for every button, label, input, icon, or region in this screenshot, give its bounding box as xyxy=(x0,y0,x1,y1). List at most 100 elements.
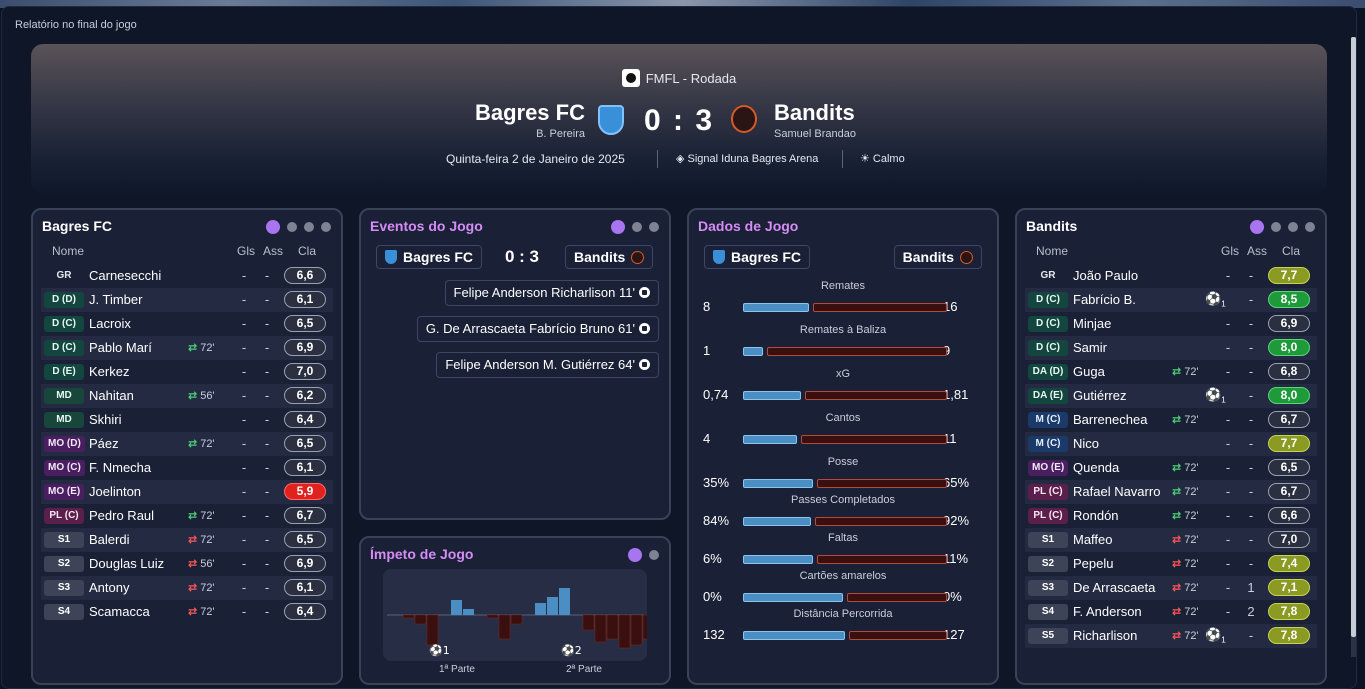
rating-badge[interactable]: 6,8 xyxy=(1268,363,1310,380)
player-row[interactable]: D (C) Pablo Marí ⇄ 72' - -6,9 xyxy=(41,336,333,360)
pager-dot[interactable] xyxy=(1250,220,1264,234)
player-name[interactable]: Barrenechea xyxy=(1073,412,1148,427)
player-row[interactable]: DA (E) Gutiérrez ⚽1 -8,0 xyxy=(1025,384,1317,408)
player-row[interactable]: MD Skhiri - -6,4 xyxy=(41,408,333,432)
home-team-name[interactable]: Bagres FC xyxy=(474,100,585,125)
pager-dot[interactable] xyxy=(1288,222,1298,232)
player-name[interactable]: Quenda xyxy=(1073,460,1120,475)
player-name[interactable]: Minjae xyxy=(1073,316,1112,331)
rating-badge[interactable]: 8,5 xyxy=(1268,291,1310,308)
rating-badge[interactable]: 7,8 xyxy=(1268,603,1310,620)
rating-badge[interactable]: 7,4 xyxy=(1268,555,1310,572)
stats-home-team[interactable]: Bagres FC xyxy=(704,245,811,269)
rating-badge[interactable]: 6,5 xyxy=(284,315,326,332)
away-coach[interactable]: Samuel Brandao xyxy=(774,128,856,140)
player-row[interactable]: MO (E) Joelinton - -5,9 xyxy=(41,480,333,504)
player-name[interactable]: F. Nmecha xyxy=(89,460,152,475)
rating-badge[interactable]: 6,6 xyxy=(1268,507,1310,524)
player-row[interactable]: GR Carnesecchi - -6,6 xyxy=(41,264,333,288)
events-away-team[interactable]: Bandits xyxy=(565,245,654,269)
rating-badge[interactable]: 6,5 xyxy=(284,531,326,548)
panel-pager[interactable] xyxy=(266,220,331,234)
stats-away-team[interactable]: Bandits xyxy=(893,245,982,269)
home-coach[interactable]: B. Pereira xyxy=(536,128,585,140)
pager-dot[interactable] xyxy=(266,220,280,234)
player-name[interactable]: Maffeo xyxy=(1073,532,1113,547)
player-name[interactable]: Páez xyxy=(89,436,119,451)
rating-badge[interactable]: 7,8 xyxy=(1268,627,1310,644)
player-row[interactable]: D (C) Fabrício B. ⚽1 -8,5 xyxy=(1025,288,1317,312)
player-name[interactable]: Skhiri xyxy=(89,412,122,427)
panel-pager[interactable] xyxy=(628,548,659,562)
header-name[interactable]: Nome xyxy=(1036,244,1069,258)
rating-badge[interactable]: 6,6 xyxy=(284,267,326,284)
player-row[interactable]: D (C) Samir - -8,0 xyxy=(1025,336,1317,360)
pager-dot[interactable] xyxy=(1271,222,1281,232)
rating-badge[interactable]: 6,9 xyxy=(284,339,326,356)
rating-badge[interactable]: 6,7 xyxy=(284,507,326,524)
pager-dot[interactable] xyxy=(304,222,314,232)
rating-badge[interactable]: 6,9 xyxy=(1268,315,1310,332)
competition[interactable]: FMFL - Rodada xyxy=(31,69,1327,87)
player-name[interactable]: Kerkez xyxy=(89,364,130,379)
rating-badge[interactable]: 7,7 xyxy=(1268,435,1310,452)
player-row[interactable]: MO (E) Quenda ⇄ 72' - -6,5 xyxy=(1025,456,1317,480)
panel-pager[interactable] xyxy=(1250,220,1315,234)
player-row[interactable]: MO (D) Páez ⇄ 72' - -6,5 xyxy=(41,432,333,456)
player-name[interactable]: Antony xyxy=(89,580,130,595)
player-name[interactable]: Nahitan xyxy=(89,388,134,403)
player-name[interactable]: Pablo Marí xyxy=(89,340,152,355)
player-row[interactable]: S2 Pepelu ⇄ 72' - -7,4 xyxy=(1025,552,1317,576)
pager-dot[interactable] xyxy=(611,220,625,234)
pager-dot[interactable] xyxy=(287,222,297,232)
header-goals[interactable]: Gls xyxy=(237,244,255,258)
away-team-name[interactable]: Bandits xyxy=(774,100,855,125)
player-name[interactable]: Guga xyxy=(1073,364,1105,379)
rating-badge[interactable]: 7,1 xyxy=(1268,579,1310,596)
player-row[interactable]: D (C) Lacroix - -6,5 xyxy=(41,312,333,336)
player-row[interactable]: S2 Douglas Luiz ⇄ 56' - -6,9 xyxy=(41,552,333,576)
rating-badge[interactable]: 6,1 xyxy=(284,459,326,476)
player-name[interactable]: Nico xyxy=(1073,436,1100,451)
goal-event[interactable]: Felipe Anderson M. Gutiérrez 64' xyxy=(436,352,659,378)
away-team[interactable]: Bandits Samuel Brandao xyxy=(774,100,856,140)
home-team[interactable]: Bagres FC B. Pereira xyxy=(475,100,585,140)
rating-badge[interactable]: 6,9 xyxy=(284,555,326,572)
pager-dot[interactable] xyxy=(632,222,642,232)
pager-dot[interactable] xyxy=(321,222,331,232)
player-name[interactable]: João Paulo xyxy=(1073,268,1139,283)
pager-dot[interactable] xyxy=(628,548,642,562)
player-row[interactable]: PL (C) Pedro Raul ⇄ 72' - -6,7 xyxy=(41,504,333,528)
player-row[interactable]: D (D) J. Timber - -6,1 xyxy=(41,288,333,312)
rating-badge[interactable]: 8,0 xyxy=(1268,339,1310,356)
rating-badge[interactable]: 6,5 xyxy=(284,435,326,452)
player-row[interactable]: S4 Scamacca ⇄ 72' - -6,4 xyxy=(41,600,333,624)
goal-event[interactable]: G. De Arrascaeta Fabrício Bruno 61' xyxy=(416,316,659,342)
player-name[interactable]: Scamacca xyxy=(89,604,150,619)
player-row[interactable]: D (E) Kerkez - -7,0 xyxy=(41,360,333,384)
rating-badge[interactable]: 6,2 xyxy=(284,387,326,404)
rating-badge[interactable]: 6,7 xyxy=(1268,411,1310,428)
events-home-team[interactable]: Bagres FC xyxy=(376,245,483,269)
rating-badge[interactable]: 6,4 xyxy=(284,411,326,428)
rating-badge[interactable]: 6,7 xyxy=(1268,483,1310,500)
player-row[interactable]: S5 Richarlison ⇄ 72' ⚽1 -7,8 xyxy=(1025,624,1317,648)
pager-dot[interactable] xyxy=(1305,222,1315,232)
player-name[interactable]: Rafael Navarro xyxy=(1073,484,1161,499)
header-goals[interactable]: Gls xyxy=(1221,244,1239,258)
player-row[interactable]: GR João Paulo - -7,7 xyxy=(1025,264,1317,288)
player-name[interactable]: F. Anderson xyxy=(1073,604,1142,619)
header-rating[interactable]: Cla xyxy=(298,244,317,258)
player-row[interactable]: M (C) Barrenechea ⇄ 72' - -6,7 xyxy=(1025,408,1317,432)
player-row[interactable]: DA (D) Guga ⇄ 72' - -6,8 xyxy=(1025,360,1317,384)
pager-dot[interactable] xyxy=(649,550,659,560)
rating-badge[interactable]: 8,0 xyxy=(1268,387,1310,404)
player-name[interactable]: Pepelu xyxy=(1073,556,1114,571)
header-assists[interactable]: Ass xyxy=(263,244,284,258)
rating-badge[interactable]: 6,4 xyxy=(284,603,326,620)
player-name[interactable]: Richarlison xyxy=(1073,628,1138,643)
player-row[interactable]: MO (C) F. Nmecha - -6,1 xyxy=(41,456,333,480)
player-row[interactable]: S3 Antony ⇄ 72' - -6,1 xyxy=(41,576,333,600)
rating-badge[interactable]: 6,1 xyxy=(284,579,326,596)
player-name[interactable]: Balerdi xyxy=(89,532,130,547)
